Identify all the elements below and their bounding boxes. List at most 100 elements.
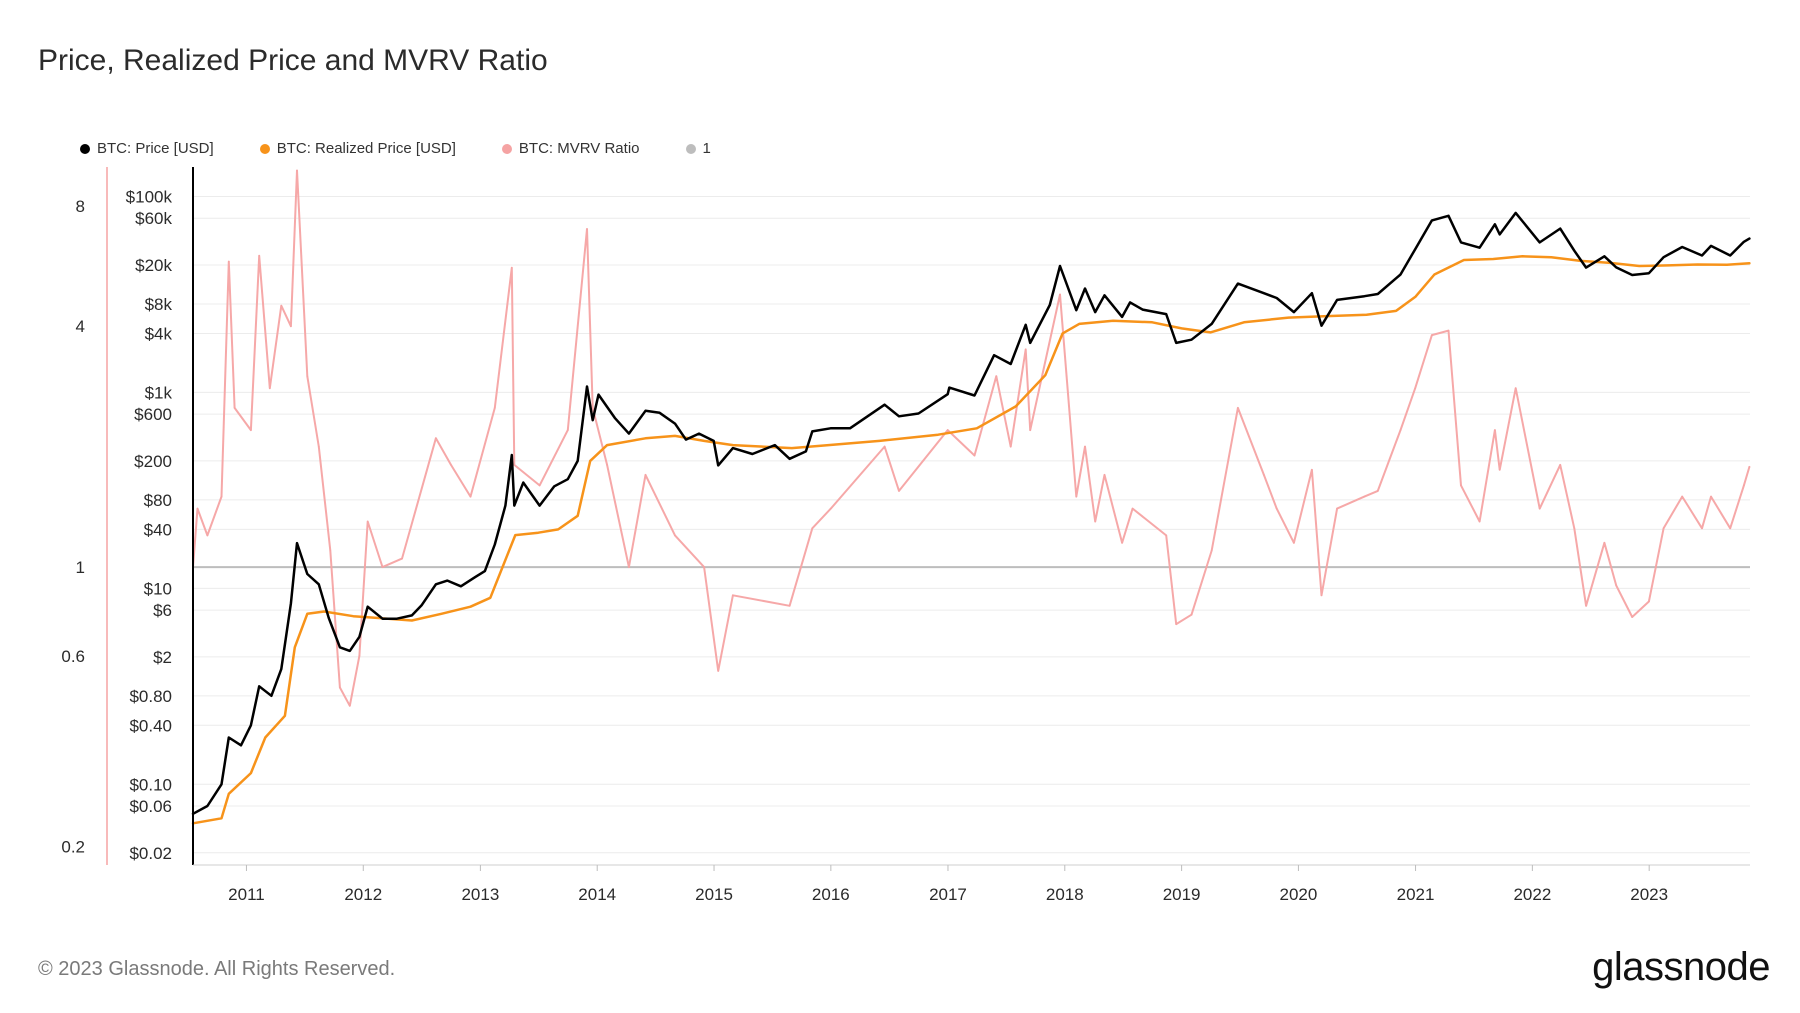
data-point xyxy=(995,375,998,378)
data-point xyxy=(1538,507,1541,510)
data-point xyxy=(339,646,341,649)
data-point xyxy=(1024,324,1027,326)
price-tick-label: $20k xyxy=(135,256,172,275)
data-point xyxy=(258,685,261,688)
price-tick-label: $80 xyxy=(144,491,172,510)
data-point xyxy=(1710,245,1712,247)
data-point xyxy=(538,484,541,487)
data-point xyxy=(712,440,715,442)
data-point xyxy=(484,570,486,572)
legend-item-price[interactable]: BTC: Price [USD] xyxy=(80,140,214,157)
data-point xyxy=(973,394,976,397)
data-point xyxy=(973,454,976,457)
data-point xyxy=(474,576,476,578)
data-point xyxy=(1365,314,1368,316)
data-point xyxy=(586,228,588,230)
data-point xyxy=(327,617,330,619)
x-tick-label: 2018 xyxy=(1046,885,1084,900)
data-point xyxy=(513,464,516,466)
data-point xyxy=(597,393,600,396)
data-point xyxy=(290,325,292,328)
data-point xyxy=(1094,520,1096,523)
data-point xyxy=(1414,248,1416,250)
data-point xyxy=(296,542,298,544)
data-point xyxy=(1044,374,1047,377)
data-point xyxy=(791,447,793,449)
data-point xyxy=(494,543,496,546)
data-point xyxy=(1094,311,1096,313)
data-point xyxy=(628,566,630,568)
mvrv-tick-label: 1 xyxy=(76,558,85,577)
data-point xyxy=(698,432,700,435)
x-tick-label: 2015 xyxy=(695,885,733,900)
data-point xyxy=(732,447,734,449)
data-point xyxy=(381,617,384,620)
data-point xyxy=(1603,542,1606,544)
data-point xyxy=(1492,258,1495,260)
copyright-footer: © 2023 Glassnode. All Rights Reserved. xyxy=(38,958,396,980)
data-point xyxy=(1631,274,1633,276)
data-point xyxy=(494,407,496,409)
data-point xyxy=(1121,542,1123,544)
data-point xyxy=(1494,429,1496,431)
data-point xyxy=(280,304,283,307)
data-point xyxy=(1263,292,1265,295)
data-point xyxy=(1287,316,1290,319)
data-point xyxy=(284,715,286,717)
data-point xyxy=(1084,445,1086,448)
data-point xyxy=(1748,466,1751,468)
data-point xyxy=(358,655,361,657)
data-point xyxy=(1029,342,1031,344)
data-point xyxy=(1009,363,1012,365)
data-point xyxy=(1275,507,1278,510)
legend-label-price: BTC: Price [USD] xyxy=(97,140,214,157)
legend-item-mvrv[interactable]: BTC: MVRV Ratio xyxy=(501,140,640,157)
data-point xyxy=(537,531,540,534)
data-point xyxy=(469,495,472,498)
data-point xyxy=(1729,254,1731,257)
data-point xyxy=(1585,266,1587,269)
data-point xyxy=(290,602,292,605)
data-point xyxy=(591,419,594,422)
data-point xyxy=(1190,338,1193,341)
data-point xyxy=(644,437,647,440)
data-point xyxy=(805,450,807,453)
data-point xyxy=(1015,405,1017,408)
x-tick-label: 2019 xyxy=(1163,885,1201,900)
data-point xyxy=(1059,265,1061,267)
data-point xyxy=(206,534,209,537)
data-point xyxy=(1460,241,1462,244)
data-point xyxy=(1710,495,1712,498)
data-point xyxy=(396,617,398,620)
price-tick-label: $0.80 xyxy=(129,687,172,706)
data-point xyxy=(228,736,230,739)
data-point xyxy=(1112,319,1114,322)
price-tick-label: $0.10 xyxy=(129,775,172,794)
data-point xyxy=(1399,273,1402,276)
data-point xyxy=(1603,255,1606,258)
data-point xyxy=(685,438,687,441)
data-point xyxy=(446,579,449,582)
data-point xyxy=(1696,263,1699,266)
data-point xyxy=(1498,233,1501,236)
data-point xyxy=(883,403,886,406)
price-tick-label: $10 xyxy=(144,579,172,598)
data-point xyxy=(576,515,579,517)
data-point xyxy=(228,260,230,263)
legend-item-realized-price[interactable]: BTC: Realized Price [USD] xyxy=(259,140,456,157)
data-point xyxy=(553,485,556,488)
data-point xyxy=(1243,321,1245,324)
data-point xyxy=(829,427,832,430)
data-point xyxy=(1293,311,1295,313)
data-point xyxy=(586,385,588,388)
data-point xyxy=(450,464,452,466)
data-point xyxy=(513,504,516,507)
data-point xyxy=(318,445,320,448)
legend-label-realized-price: BTC: Realized Price [USD] xyxy=(276,140,456,157)
legend-item-reference[interactable]: 1 xyxy=(685,140,711,157)
data-point xyxy=(1431,219,1433,222)
data-point xyxy=(1729,527,1731,530)
data-point xyxy=(1320,594,1323,597)
data-point xyxy=(349,705,351,707)
data-point xyxy=(1275,297,1278,299)
